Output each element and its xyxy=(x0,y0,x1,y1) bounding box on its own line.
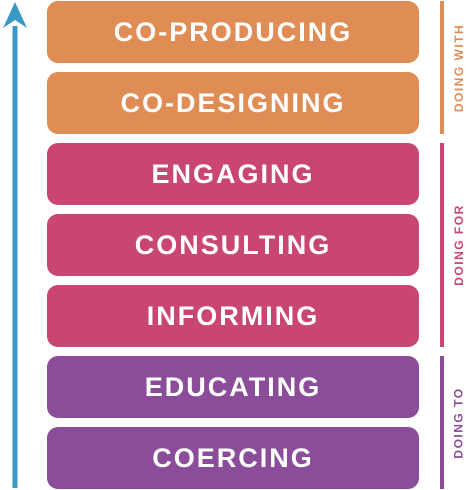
doing-for-bracket xyxy=(440,143,444,347)
doing-to-bracket xyxy=(440,356,444,489)
rung-label: CONSULTING xyxy=(134,229,332,260)
rung-label: COERCING xyxy=(152,442,314,473)
rung-label: CO-PRODUCING xyxy=(113,16,353,47)
doing-to-label: DOING TO xyxy=(452,386,466,459)
rung-educating: EDUCATING xyxy=(47,356,419,418)
rung-engaging: ENGAGING xyxy=(47,143,419,205)
arrow-head-icon xyxy=(3,2,27,28)
rung-coercing: COERCING xyxy=(47,427,419,489)
upward-arrow xyxy=(3,2,27,488)
rung-consulting: CONSULTING xyxy=(47,214,419,276)
doing-with-bracket xyxy=(440,1,444,134)
rung-co-designing: CO-DESIGNING xyxy=(47,72,419,134)
rung-informing: INFORMING xyxy=(47,285,419,347)
rung-label: INFORMING xyxy=(146,300,320,331)
rung-label: ENGAGING xyxy=(151,158,315,189)
rung-label: CO-DESIGNING xyxy=(120,87,346,118)
doing-with-label: DOING WITH xyxy=(452,23,467,112)
rung-label: EDUCATING xyxy=(144,371,322,402)
doing-for-label: DOING FOR xyxy=(452,204,466,286)
rung-co-producing: CO-PRODUCING xyxy=(47,1,419,63)
